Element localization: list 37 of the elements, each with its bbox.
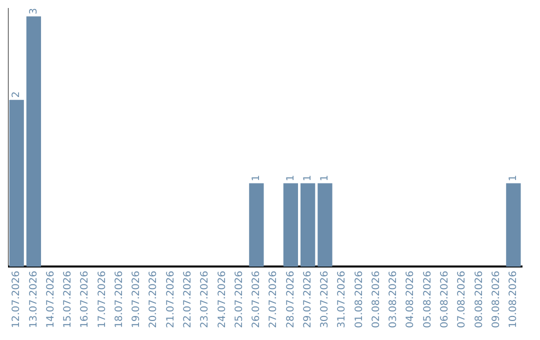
x-tick-label: 13.07.2026 bbox=[28, 270, 40, 328]
x-tick-label: 29.07.2026 bbox=[302, 270, 314, 328]
x-tick-label: 22.07.2026 bbox=[182, 270, 194, 328]
x-tick-label: 18.07.2026 bbox=[114, 270, 125, 328]
x-tick-label: 16.07.2026 bbox=[80, 270, 91, 328]
data-label: 1 bbox=[508, 174, 520, 182]
data-label: 3 bbox=[28, 8, 40, 14]
data-label: 1 bbox=[285, 174, 296, 182]
x-tick-label: 07.08.2026 bbox=[456, 270, 468, 328]
x-tick-label: 09.08.2026 bbox=[490, 270, 502, 328]
x-tick-label: 08.08.2026 bbox=[474, 270, 485, 328]
x-tick-label: 05.08.2026 bbox=[422, 270, 434, 328]
x-tick-label: 30.07.2026 bbox=[320, 270, 331, 328]
x-tick-label: 15.07.2026 bbox=[62, 270, 74, 328]
x-tick-label: 27.07.2026 bbox=[268, 270, 280, 328]
data-label: 1 bbox=[302, 174, 314, 182]
x-tick-label: 26.07.2026 bbox=[251, 270, 262, 328]
x-tick-label: 24.07.2026 bbox=[216, 270, 228, 328]
x-tick-label: 03.08.2026 bbox=[388, 270, 400, 328]
x-tick-label: 01.08.2026 bbox=[354, 270, 365, 328]
x-tick-label: 31.07.2026 bbox=[336, 270, 348, 328]
x-tick-label: 12.07.2026 bbox=[11, 270, 22, 328]
x-tick-label: 23.07.2026 bbox=[200, 270, 211, 328]
x-tick-label: 25.07.2026 bbox=[234, 270, 245, 328]
data-label: 2 bbox=[11, 91, 22, 98]
data-label: 1 bbox=[251, 174, 262, 182]
x-tick-label: 14.07.2026 bbox=[45, 270, 56, 328]
x-tick-label: 28.07.2026 bbox=[285, 270, 296, 328]
x-tick-label: 17.07.2026 bbox=[96, 270, 108, 328]
x-tick-label: 20.07.2026 bbox=[148, 270, 160, 328]
x-tick-label: 21.07.2026 bbox=[165, 270, 176, 328]
x-tick-label: 04.08.2026 bbox=[405, 270, 416, 328]
data-label: 1 bbox=[320, 174, 331, 182]
x-tick-label: 06.08.2026 bbox=[439, 270, 450, 328]
x-tick-label: 10.08.2026 bbox=[508, 270, 520, 328]
x-tick-label: 02.08.2026 bbox=[370, 270, 382, 328]
x-tick-label: 19.07.2026 bbox=[131, 270, 142, 328]
